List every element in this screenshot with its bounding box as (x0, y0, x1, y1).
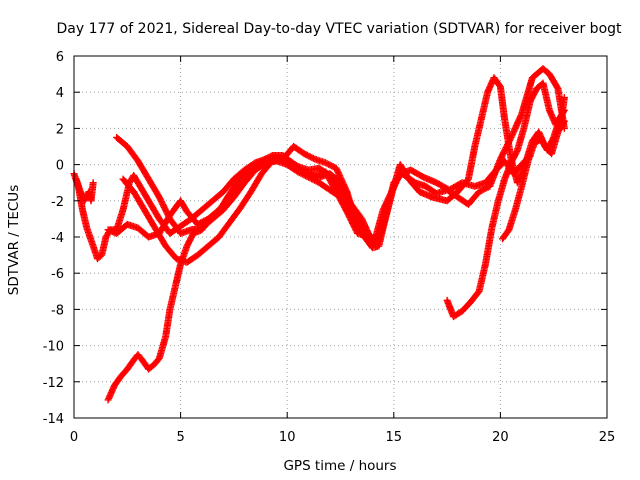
series-trace-2 (72, 175, 97, 205)
data-point (480, 185, 488, 193)
series-trace-6 (104, 153, 385, 404)
x-tick-label: 5 (176, 430, 184, 445)
x-tick-label: 10 (279, 430, 296, 445)
y-tick-label: -6 (51, 267, 64, 282)
data-point (300, 150, 308, 158)
data-point (560, 108, 568, 116)
y-tick-label: 2 (56, 122, 64, 137)
data-point (302, 151, 310, 159)
x-axis-label: GPS time / hours (283, 458, 396, 474)
y-tick-label: 0 (56, 159, 64, 174)
y-tick-label: -14 (43, 412, 64, 427)
data-point (303, 151, 311, 159)
x-tick-label: 15 (386, 430, 403, 445)
y-tick-label: -4 (51, 231, 64, 246)
data-point (325, 160, 333, 168)
axis-ticks: 0 5 10 15 20 25 -14 -12 -10 -8 -6 -4 -2 0 2 4 6 (43, 50, 616, 445)
series-trace-8 (499, 106, 568, 243)
data-point (475, 188, 483, 196)
x-tick-label: 0 (70, 430, 78, 445)
series-trace-5 (119, 143, 362, 266)
data-point (477, 187, 485, 195)
data-point (322, 159, 330, 167)
data-point (305, 152, 313, 160)
data-point (326, 161, 334, 169)
data-point (308, 154, 316, 162)
x-tick-label: 25 (599, 430, 616, 445)
data-point (376, 230, 384, 238)
data-point (560, 124, 568, 132)
y-tick-label: 4 (56, 86, 64, 101)
data-point (560, 94, 568, 102)
data-point (329, 163, 337, 171)
data-point (197, 219, 205, 227)
data-point (478, 186, 486, 194)
data-point (323, 160, 331, 168)
y-tick-label: -2 (51, 195, 64, 210)
data-point (195, 220, 203, 228)
data-point (560, 106, 568, 114)
data-point (194, 220, 202, 228)
y-tick-label: -8 (51, 303, 64, 318)
data-point (328, 162, 336, 170)
data-point (481, 185, 489, 193)
data-point (89, 179, 97, 187)
y-tick-label: -12 (43, 376, 64, 391)
data-point (309, 154, 317, 162)
data-point (483, 184, 491, 192)
data-point (312, 177, 320, 185)
chart-title: Day 177 of 2021, Sidereal Day-to-day VTE… (56, 21, 622, 37)
data-point (377, 229, 385, 237)
x-tick-label: 20 (492, 430, 509, 445)
y-tick-label: 6 (56, 50, 64, 65)
y-tick-label: -10 (43, 340, 64, 355)
data-point (306, 153, 314, 161)
y-axis-label: SDTVAR / TECUs (6, 185, 22, 295)
data-points (70, 65, 568, 404)
